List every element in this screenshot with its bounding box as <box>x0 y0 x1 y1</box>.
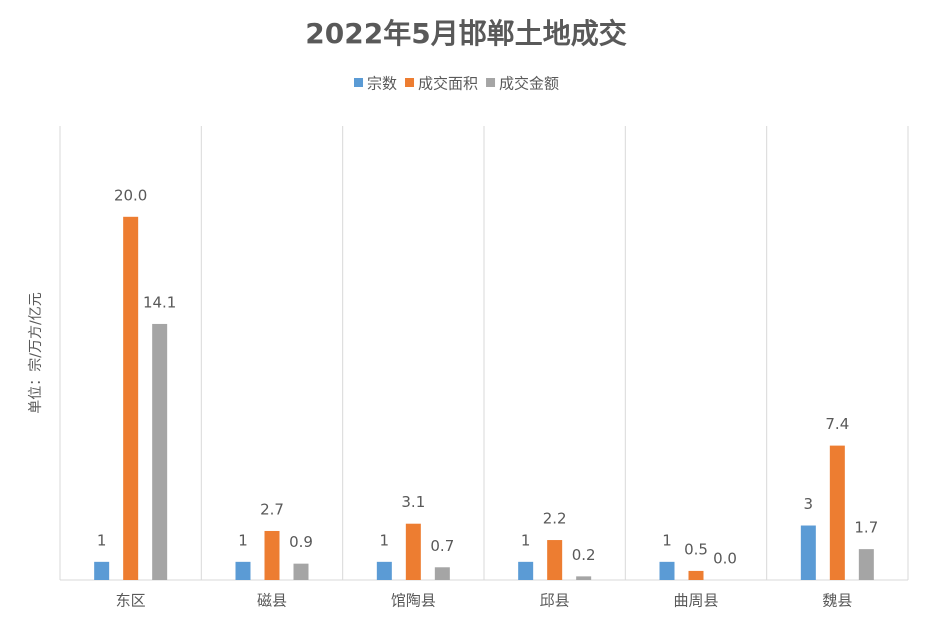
bar <box>434 567 450 580</box>
bar <box>518 561 534 580</box>
legend-swatch <box>405 78 415 87</box>
y-axis-label: 单位：宗/万方/亿元 <box>28 292 44 413</box>
bar <box>800 525 816 580</box>
x-tick-label: 东区 <box>116 592 146 610</box>
bar <box>547 540 563 580</box>
x-tick-label: 磁县 <box>257 592 287 610</box>
x-tick-label: 馆陶县 <box>391 592 436 610</box>
legend-label: 成交金额 <box>499 75 559 93</box>
data-label: 1 <box>521 531 531 549</box>
data-label: 2.7 <box>260 500 284 518</box>
bar <box>293 563 309 580</box>
legend-swatch <box>354 78 363 87</box>
bar <box>659 561 675 580</box>
data-label: 3.1 <box>401 493 425 511</box>
legend-label: 宗数 <box>367 75 397 93</box>
data-label: 0.5 <box>684 540 708 558</box>
data-label: 7.4 <box>825 415 849 433</box>
data-label: 0.2 <box>572 546 596 564</box>
bar <box>376 561 392 580</box>
bar <box>152 323 168 580</box>
x-tick-label: 魏县 <box>822 592 852 610</box>
data-label: 1 <box>238 531 248 549</box>
data-label: 1.7 <box>854 519 878 537</box>
data-label: 0.7 <box>430 537 454 555</box>
data-label: 1 <box>97 531 107 549</box>
legend-label: 成交面积 <box>418 75 478 93</box>
data-label: 3 <box>804 495 814 513</box>
chart-title: 2022年5月邯郸土地成交 <box>305 17 626 50</box>
data-label: 14.1 <box>143 293 176 311</box>
bar <box>264 530 280 580</box>
data-label: 20.0 <box>114 186 147 204</box>
data-label: 0.0 <box>713 550 737 568</box>
x-tick-label: 邱县 <box>540 592 570 610</box>
bar <box>235 561 251 580</box>
legend-swatch <box>486 78 496 87</box>
data-label: 1 <box>662 531 672 549</box>
bar <box>858 549 874 580</box>
bar <box>405 523 421 580</box>
data-label: 1 <box>380 531 390 549</box>
bar <box>829 445 845 580</box>
bar <box>688 570 704 580</box>
data-label: 0.9 <box>289 533 313 551</box>
bar <box>576 576 592 580</box>
x-tick-label: 曲周县 <box>673 592 718 610</box>
data-label: 2.2 <box>543 510 567 528</box>
bar <box>123 216 139 581</box>
bar <box>94 561 110 580</box>
